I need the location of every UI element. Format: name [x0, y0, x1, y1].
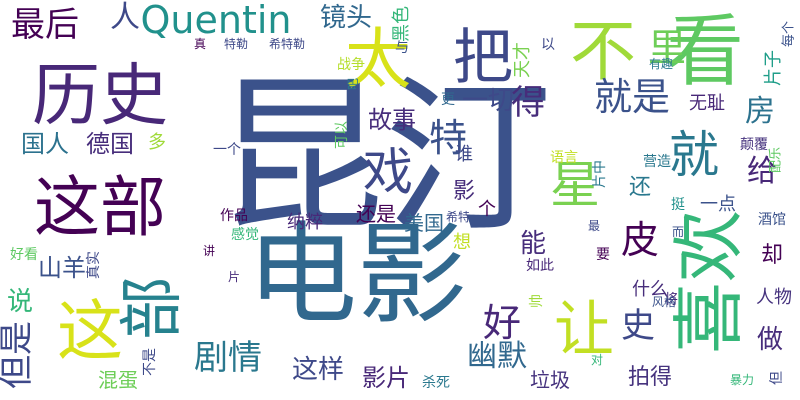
word-shenme: 什么	[632, 279, 668, 300]
word-tai: 太	[345, 21, 411, 98]
word-kunting: 昆汀	[216, 59, 552, 255]
word-dui: 对	[590, 353, 604, 367]
word-tiancai: 天才	[512, 42, 533, 78]
word-te: 特	[428, 116, 468, 160]
word-que: 却	[760, 243, 784, 268]
word-laji: 垃圾	[530, 368, 570, 392]
word-ba: 把	[453, 23, 513, 93]
word-shanyang: 山羊	[38, 254, 86, 282]
word-pi: 皮	[620, 218, 660, 262]
word-wuchi: 无耻	[689, 93, 725, 114]
word-gushi: 故事	[368, 106, 416, 134]
word-yiqie: 一切	[461, 86, 515, 116]
word-xing: 星	[550, 156, 600, 214]
word-ying: 影	[452, 179, 476, 204]
word-zhen: 真	[193, 37, 207, 51]
word-zhenshi: 真实	[86, 251, 102, 279]
word-ting: 挺	[671, 197, 685, 213]
word-xite: 希特	[445, 210, 471, 224]
word-zhanzheng: 战争	[337, 57, 365, 73]
word-yingpian: 影片	[362, 364, 410, 392]
word-pianzhong: 片中	[592, 160, 608, 188]
word-fengge: 风格	[651, 295, 677, 309]
word-bu: 不	[570, 13, 636, 90]
word-zui: 最	[587, 219, 601, 233]
word-danshi: 但是	[0, 321, 37, 389]
word-er: 而	[671, 225, 685, 239]
word-jiuguan: 酒馆	[758, 212, 786, 228]
word-keyi: 可以	[334, 121, 350, 149]
word-bu2: 部	[116, 276, 190, 340]
word-nacui: 纳粹	[287, 212, 323, 233]
word-hao: 好	[482, 301, 522, 345]
word-ba2: 吧	[346, 77, 360, 91]
word-paide: 拍得	[627, 365, 673, 390]
word-shasi: 杀死	[422, 375, 450, 391]
word-youmo: 幽默	[467, 339, 527, 374]
word-kan: 看	[665, 7, 745, 97]
word-yu: 与	[395, 40, 409, 56]
word-gei: 给	[747, 154, 777, 189]
word-peiyue: 配乐	[768, 146, 784, 174]
word-meiguo: 美国	[404, 211, 444, 235]
word-quentin: Quentin	[140, 0, 292, 42]
word-zheyang: 这样	[291, 355, 345, 385]
word-duo: 多	[148, 132, 166, 153]
word-neng: 能	[519, 229, 547, 259]
word-shi: 史	[621, 306, 655, 346]
word-fang: 房	[745, 94, 775, 129]
word-zuihou: 最后	[11, 5, 79, 45]
word-xi: 戏	[363, 143, 413, 201]
word-shuo: 说	[6, 287, 34, 317]
word-li: 里	[647, 26, 687, 70]
word-youqu: 有趣	[648, 57, 674, 71]
word-juqing: 剧情	[194, 338, 262, 378]
word-jiushi: 就是	[593, 75, 671, 119]
word-baoli: 暴力	[729, 373, 755, 387]
word-haishi: 还是	[356, 202, 396, 226]
word-yi: 以	[541, 37, 555, 53]
word-shui: 谁	[455, 144, 473, 165]
word-guoren: 国人	[21, 130, 69, 158]
word-geng: 更	[441, 92, 455, 108]
word-de: 得	[511, 83, 545, 123]
word-lishi: 历史	[31, 57, 169, 136]
word-haokan: 好看	[10, 247, 38, 263]
word-zuopin: 作品	[220, 208, 248, 224]
word-ren: 人	[110, 0, 140, 35]
word-xitele: 希特勒	[268, 37, 306, 51]
word-ge: 个	[478, 199, 496, 220]
word-dan: 但	[769, 371, 785, 385]
word-bushi: 不是	[142, 348, 158, 376]
word-hai: 还	[628, 175, 652, 200]
word-jiang2: 将	[664, 292, 678, 308]
word-ruci: 如此	[526, 258, 554, 274]
word-shuai: 帅	[529, 294, 545, 308]
word-yige: 一个	[213, 142, 241, 158]
word-zuo: 做	[756, 325, 784, 355]
word-yingzao: 营造	[643, 154, 671, 170]
word-pian: 片	[227, 270, 241, 284]
word-zhe: 这	[57, 293, 123, 370]
word-yuyan: 语言	[550, 150, 578, 166]
word-rang: 让	[554, 295, 614, 365]
word-jingtou: 镜头	[319, 3, 373, 33]
word-zhebu: 这部	[34, 169, 166, 246]
word-dianying: 电影	[247, 211, 467, 339]
word-jiang: 讲	[202, 244, 216, 258]
word-heise: 黑色	[391, 6, 412, 42]
word-meige: 每个	[781, 20, 797, 48]
word-deguo: 德国	[86, 130, 134, 158]
word-pianzi: 片子	[763, 50, 784, 86]
word-tele: 特勒	[223, 37, 249, 51]
word-jiu: 就	[669, 126, 719, 184]
word-yao: 要	[596, 247, 610, 263]
word-dianfu: 颠覆	[740, 137, 768, 153]
word-renwu: 人物	[756, 287, 792, 308]
word-hundan: 混蛋	[98, 368, 138, 392]
word-ganjue: 感觉	[231, 227, 259, 243]
word-yidian: 一点	[700, 194, 736, 215]
word-xiang: 想	[453, 232, 471, 253]
